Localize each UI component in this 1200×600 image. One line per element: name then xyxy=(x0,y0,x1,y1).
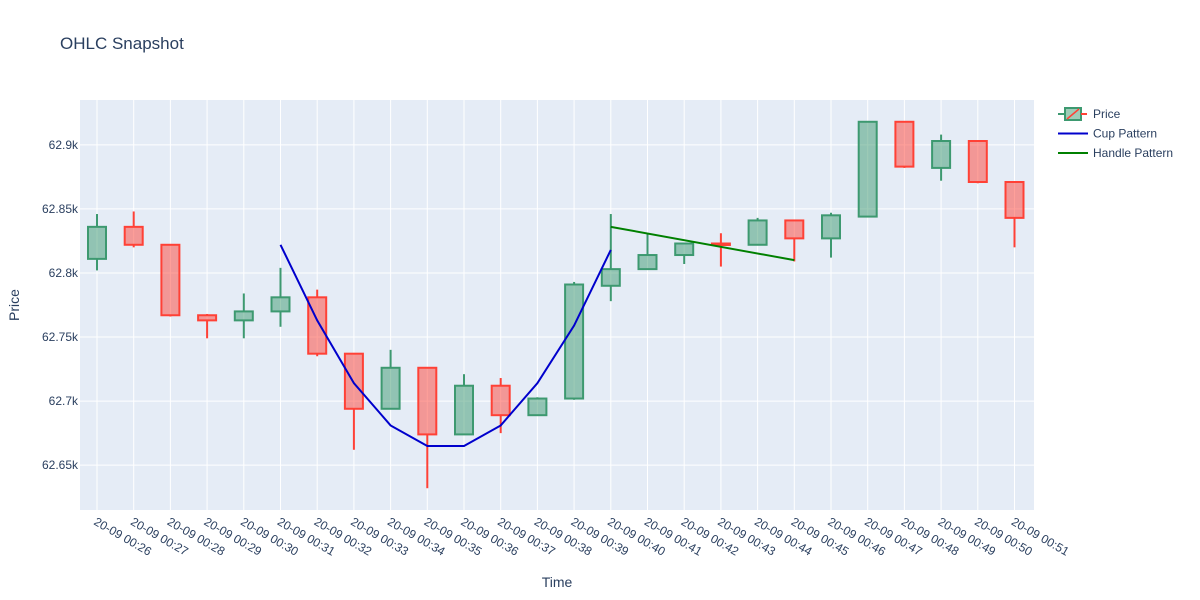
y-tick-label: 62.8k xyxy=(49,266,79,280)
candle-body xyxy=(417,366,438,436)
candle-increasing[interactable] xyxy=(270,267,291,327)
legend-label: Cup Pattern xyxy=(1093,127,1157,141)
candle-body xyxy=(1004,181,1025,219)
legend-label: Price xyxy=(1093,107,1121,121)
y-tick-label: 62.75k xyxy=(42,330,79,344)
candle-body xyxy=(87,225,107,260)
candle-increasing[interactable] xyxy=(527,397,548,417)
legend-label: Handle Pattern xyxy=(1093,146,1173,160)
candle-body xyxy=(857,120,878,218)
candle-decreasing[interactable] xyxy=(490,378,511,434)
candlestick-series xyxy=(87,120,1025,489)
x-axis-title: Time xyxy=(542,574,573,590)
candle-decreasing[interactable] xyxy=(307,289,328,357)
candle-decreasing[interactable] xyxy=(967,140,988,184)
y-tick-label: 62.7k xyxy=(49,394,79,408)
candle-body xyxy=(380,366,401,410)
handle-pattern-line[interactable] xyxy=(610,225,795,262)
candle-body xyxy=(967,140,988,183)
candle-body xyxy=(931,140,952,169)
candle-body xyxy=(637,254,658,271)
candle-body xyxy=(894,120,915,168)
y-axis-ticks: 62.65k 62.7k 62.75k 62.8k 62.85k 62.9k xyxy=(42,138,79,472)
candle-decreasing[interactable] xyxy=(123,211,144,248)
legend-item-price[interactable]: Price xyxy=(1058,107,1121,121)
candle-increasing[interactable] xyxy=(600,214,621,302)
y-axis-title: Price xyxy=(6,289,22,321)
candle-body xyxy=(233,310,254,322)
candle-increasing[interactable] xyxy=(454,374,474,436)
candle-increasing[interactable] xyxy=(931,134,952,181)
candle-decreasing[interactable] xyxy=(197,313,218,339)
legend-item-handle-pattern[interactable]: Handle Pattern xyxy=(1058,146,1173,160)
candle-increasing[interactable] xyxy=(674,242,695,265)
candle-body xyxy=(600,268,621,287)
candle-increasing[interactable] xyxy=(87,214,107,271)
candle-decreasing[interactable] xyxy=(160,243,181,317)
candle-body xyxy=(454,384,474,436)
y-tick-label: 62.85k xyxy=(42,202,79,216)
candle-body xyxy=(123,225,144,246)
y-tick-label: 62.65k xyxy=(42,458,79,472)
candle-increasing[interactable] xyxy=(821,212,841,258)
pattern-overlays xyxy=(279,225,795,447)
candle-decreasing[interactable] xyxy=(894,120,915,168)
candle-body xyxy=(490,384,511,417)
candle-body xyxy=(821,214,841,240)
candle-body xyxy=(784,219,805,240)
legend-symbol xyxy=(1066,108,1080,120)
candle-increasing[interactable] xyxy=(857,120,878,218)
candle-increasing[interactable] xyxy=(637,233,658,271)
cup-pattern-line[interactable] xyxy=(279,244,612,447)
chart-title: OHLC Snapshot xyxy=(60,34,184,53)
candle-increasing[interactable] xyxy=(747,217,768,246)
candle-body xyxy=(674,242,695,257)
candle-body xyxy=(197,314,218,322)
plot-area xyxy=(80,100,1034,510)
candle-increasing[interactable] xyxy=(380,349,401,410)
candle-body xyxy=(747,219,768,246)
candle-increasing[interactable] xyxy=(564,281,585,400)
candle-body xyxy=(270,296,291,313)
candle-body xyxy=(564,283,585,400)
legend[interactable]: Price Cup Pattern Handle Pattern xyxy=(1058,107,1173,160)
candle-decreasing[interactable] xyxy=(417,366,438,489)
candle-decreasing[interactable] xyxy=(710,233,731,267)
legend-item-cup-pattern[interactable]: Cup Pattern xyxy=(1058,127,1157,141)
candle-increasing[interactable] xyxy=(233,293,254,339)
candle-decreasing[interactable] xyxy=(1004,181,1025,248)
candle-body xyxy=(160,243,181,317)
y-tick-label: 62.9k xyxy=(49,138,79,152)
candle-body xyxy=(527,397,548,417)
candle-decreasing[interactable] xyxy=(784,219,805,262)
